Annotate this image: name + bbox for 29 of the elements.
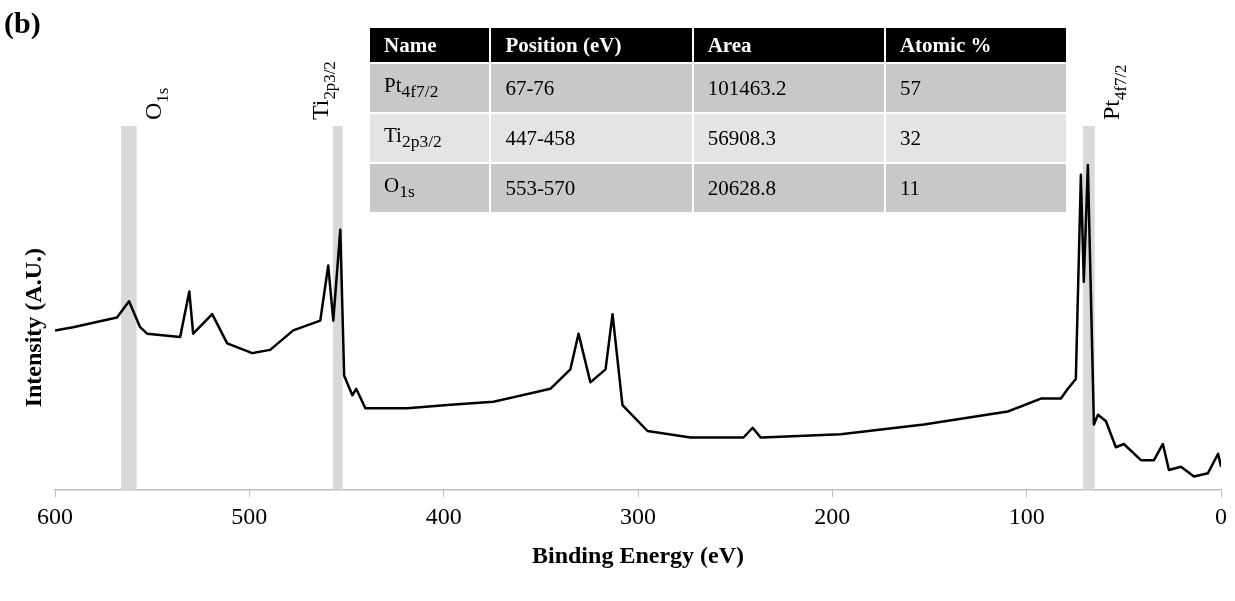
band-label: Pt4f7/2 xyxy=(1097,64,1130,120)
text: Atomic % xyxy=(899,32,992,57)
x-tick-label: 200 xyxy=(814,503,851,530)
annotation: 553-570 xyxy=(491,164,692,212)
text: Pt$_{4f7/2}$ xyxy=(384,73,439,102)
y-axis-title: Intensity (A.U.) xyxy=(20,248,46,408)
text: 56908.3 xyxy=(707,125,776,150)
text: Name xyxy=(384,32,437,57)
band-label: Ti2p3/2 xyxy=(306,61,340,120)
text: Ti$_{2p3/2}$ xyxy=(384,123,442,152)
band-label: O1s xyxy=(139,87,172,120)
annotation: 20628.8 xyxy=(693,164,884,212)
text: 32 xyxy=(899,125,921,150)
x-tick-label: 400 xyxy=(425,503,462,530)
x-axis-title: Binding Energy (eV) xyxy=(531,541,745,568)
annotation: 11 xyxy=(885,164,1066,212)
x-tick-label: 500 xyxy=(231,503,268,530)
text: Position (eV) xyxy=(505,32,622,57)
x-tick-label: 0 xyxy=(1215,503,1227,530)
text: 57 xyxy=(899,75,921,100)
x-tick-label: 300 xyxy=(620,503,656,530)
annotation: O$_{1s}$ xyxy=(370,164,490,212)
text: 447-458 xyxy=(505,125,576,150)
text: (b) xyxy=(4,6,41,40)
text: Area xyxy=(707,32,752,57)
x-tick-label: 100 xyxy=(1008,503,1045,530)
text: 67-76 xyxy=(505,75,555,100)
x-tick-label: 600 xyxy=(37,503,73,530)
text: 101463.2 xyxy=(707,75,787,100)
